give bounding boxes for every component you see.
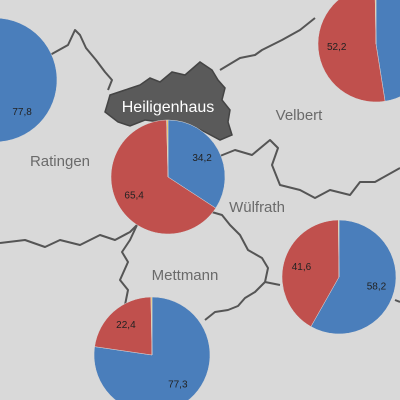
boundary (264, 281, 281, 286)
pie-value-label: 52,2 (327, 42, 347, 53)
boundary (119, 224, 138, 306)
boundary (204, 209, 269, 321)
city-label: Wülfrath (229, 199, 285, 216)
pie-value-label: 22,4 (116, 320, 136, 331)
boundary (0, 224, 138, 248)
pie-slice (317, 0, 386, 103)
pie-slice (310, 219, 397, 335)
pie-value-label: 65,4 (124, 191, 144, 202)
pie-slice (375, 0, 400, 102)
pie-slice (338, 219, 340, 278)
boundary (394, 299, 400, 303)
pie-slice (374, 0, 377, 45)
pie-value-label: 41,6 (292, 262, 312, 273)
boundary (214, 139, 400, 199)
pie-value-label: 77,3 (168, 379, 188, 390)
heiligenhaus-area (104, 61, 233, 141)
city-label: Heiligenhaus (122, 99, 215, 116)
pie-slice (281, 219, 340, 327)
pie-value-label: 58,2 (367, 282, 387, 293)
city-label: Ratingen (30, 153, 90, 170)
pie-slice (0, 18, 58, 142)
boundaries (0, 17, 400, 321)
city-label: Mettmann (152, 267, 219, 284)
pie-slice (94, 296, 153, 356)
pie-value-label: 34,2 (192, 153, 212, 164)
pie-slice (166, 119, 169, 178)
boundary (219, 17, 316, 71)
city-label: Velbert (276, 107, 324, 124)
pie-value-label: 77,8 (12, 107, 32, 118)
pie-slice (110, 119, 217, 235)
pie-slice (93, 296, 211, 400)
boundary (49, 29, 113, 91)
pie-slice (150, 296, 153, 356)
